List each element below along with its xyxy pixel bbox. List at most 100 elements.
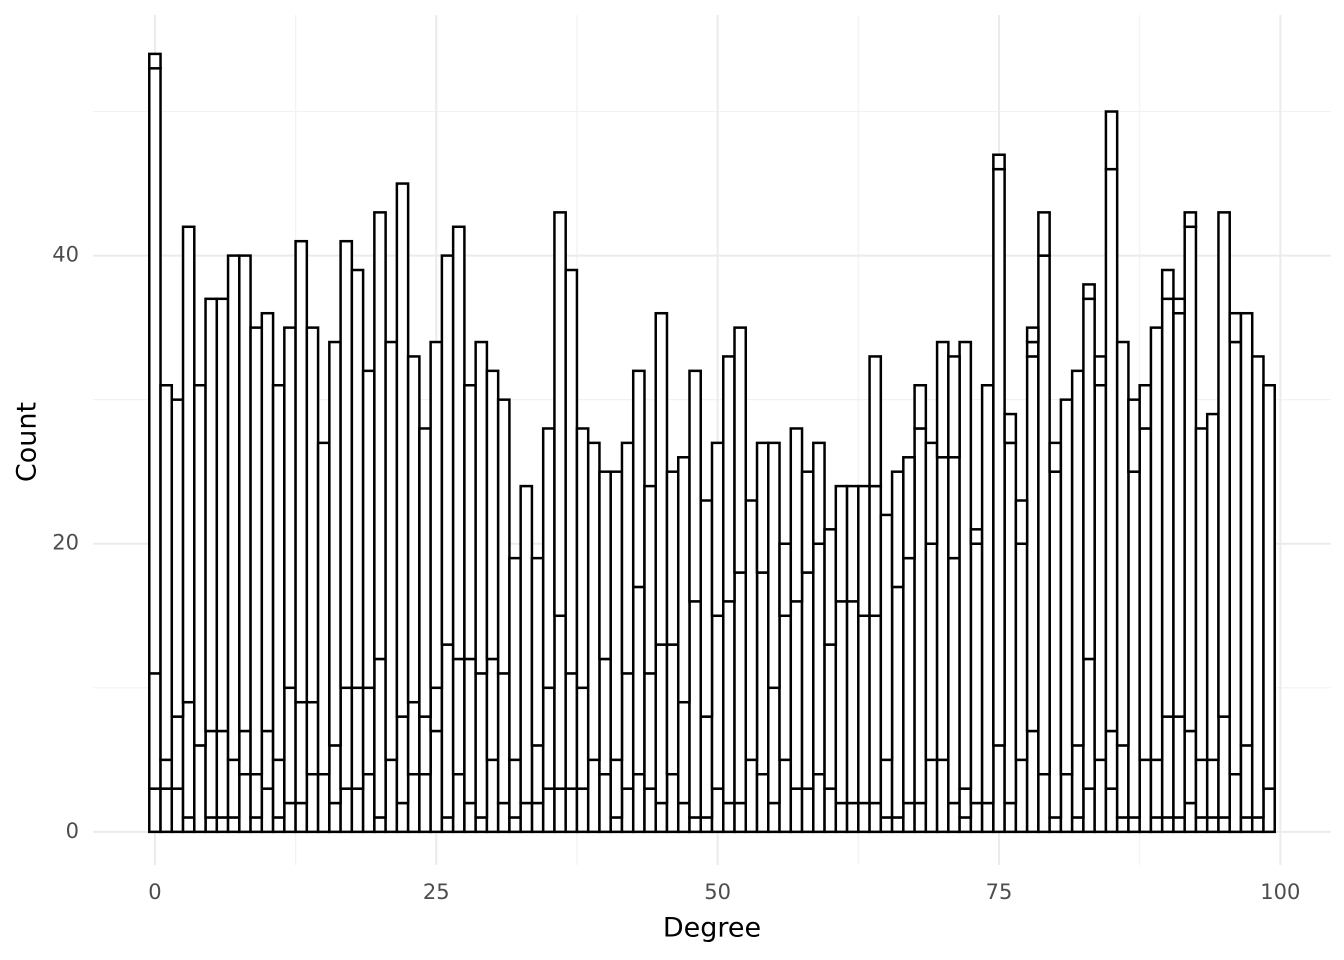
histogram-bar [755,441,770,574]
histogram-bar [812,441,826,545]
histogram-bar [688,369,702,603]
y-axis-title: Count [12,402,43,482]
histogram-bar [767,686,781,805]
histogram-bar [181,816,196,834]
histogram-bar [879,816,894,834]
histogram-bar [1059,398,1074,776]
histogram-bar [924,441,939,545]
x-tick-label: 0 [148,880,161,904]
histogram-bar [406,772,421,834]
histogram-bar [1228,772,1243,834]
histogram-bar [496,801,511,834]
histogram-bar [620,441,635,675]
histogram-bar [553,614,567,790]
histogram-bar [688,816,702,834]
histogram-bar [305,700,320,776]
histogram-bar [586,441,601,762]
histogram-bar [823,787,838,834]
x-tick-label: 50 [704,880,731,904]
histogram-bar [350,268,365,690]
histogram-bar [598,470,612,661]
histogram-bar [1228,340,1243,776]
histogram-bar [474,672,489,819]
histogram-bar [451,225,466,661]
histogram-bar [148,52,162,70]
histogram-bar [283,801,297,834]
histogram-bar [609,470,624,762]
histogram-bar [654,311,669,646]
histogram-bar [226,254,241,762]
histogram-bar [406,700,421,776]
histogram-bar [1228,311,1243,344]
histogram-bar [710,787,725,834]
histogram-bar [1104,167,1119,733]
histogram-bar [800,787,815,834]
histogram-bar [890,585,905,819]
histogram-bar [1138,384,1153,430]
histogram-bar [1262,787,1276,834]
histogram-bar [159,758,174,790]
histogram-bar [575,427,590,690]
histogram-bar [575,787,590,834]
histogram-bar [868,801,883,834]
histogram-bar [902,801,916,834]
histogram-bar [845,600,860,805]
histogram-bar [688,600,702,819]
histogram-bar [519,801,534,834]
histogram-bar [496,672,511,805]
histogram-bar [361,369,376,690]
histogram-bar [271,384,286,762]
histogram-bar [1172,297,1186,315]
histogram-bar [1183,729,1198,805]
histogram-bar [845,801,860,834]
histogram-bar [1239,744,1254,819]
histogram-bar [868,355,883,488]
histogram-bar [1059,772,1074,834]
histogram-bar [463,657,477,805]
histogram-bar [1160,816,1175,834]
histogram-bar [958,787,973,819]
histogram-bar [643,787,657,834]
histogram-bar [215,297,230,733]
histogram-bar [631,369,646,589]
histogram-bar [316,772,331,834]
histogram-bar [1014,542,1029,762]
histogram-bar [1048,816,1063,834]
histogram-bar [271,816,286,834]
histogram-bar [699,816,714,834]
histogram-bar [339,686,354,790]
histogram-bar [1037,211,1051,257]
histogram-bar [395,801,410,834]
histogram-bar [530,556,545,747]
histogram-bar [1160,297,1175,718]
x-tick-label: 25 [423,880,450,904]
histogram-bar [598,657,612,776]
histogram-bar [440,816,455,834]
histogram-bar [328,744,342,805]
histogram-bar [755,772,770,834]
histogram-bar [992,167,1006,747]
histogram-bar [733,801,748,834]
histogram-bar [1250,355,1265,819]
histogram-bar [204,729,219,819]
histogram-bar [148,67,162,675]
histogram-bar [1082,657,1096,790]
histogram-bar [1127,816,1141,834]
histogram-bar [193,384,207,747]
histogram-bar [665,772,680,834]
histogram-bar [1104,110,1119,171]
histogram-bar [710,614,725,790]
histogram-bar [564,672,579,790]
x-axis-title: Degree [663,913,761,944]
histogram-bar [586,758,601,834]
histogram-bar [609,758,624,819]
histogram-bar [541,787,556,834]
histogram-bar [1160,715,1175,819]
histogram-bar [1048,470,1063,819]
histogram-bar [643,484,657,675]
histogram-bar [722,801,736,834]
histogram-bar [260,729,275,790]
histogram-bar [1115,744,1130,819]
histogram-bar [1239,816,1254,834]
histogram-bar [440,643,455,819]
